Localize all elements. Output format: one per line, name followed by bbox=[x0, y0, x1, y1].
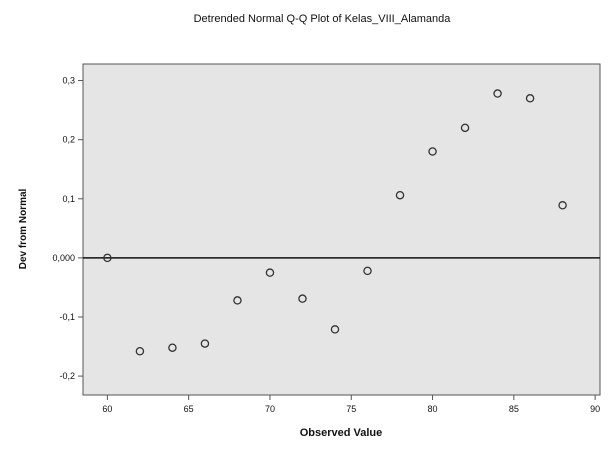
x-axis-label: Observed Value bbox=[300, 427, 383, 439]
data-point bbox=[298, 294, 307, 303]
x-tick-label: 65 bbox=[184, 404, 194, 414]
x-tick-label: 60 bbox=[102, 404, 112, 414]
x-tick-label: 85 bbox=[509, 404, 519, 414]
data-point bbox=[460, 123, 470, 133]
data-point bbox=[395, 190, 405, 200]
data-point bbox=[233, 296, 242, 305]
data-point bbox=[103, 253, 112, 263]
y-tick-label: 0,1 bbox=[62, 194, 75, 204]
data-point bbox=[558, 201, 567, 210]
plot-area bbox=[82, 63, 601, 396]
data-point bbox=[135, 347, 145, 356]
data-point bbox=[493, 89, 502, 98]
y-tick-label: 0,2 bbox=[62, 135, 75, 145]
data-points bbox=[103, 89, 567, 356]
x-tick-label: 90 bbox=[590, 404, 600, 414]
y-axis-label: Dev from Normal bbox=[18, 188, 29, 269]
y-tick-label: 0,3 bbox=[62, 76, 75, 86]
y-axis: 0,3 0,2 0,1 0,000 -0,1 -0,2 bbox=[52, 76, 83, 381]
chart-title: Detrended Normal Q-Q Plot of Kelas_VIII_… bbox=[194, 13, 452, 25]
x-tick-label: 70 bbox=[265, 404, 275, 414]
x-tick-label: 80 bbox=[428, 404, 438, 414]
data-point bbox=[525, 94, 535, 103]
y-tick-label: -0,1 bbox=[59, 312, 75, 322]
data-point bbox=[200, 339, 210, 348]
y-tick-label: 0,000 bbox=[52, 253, 75, 263]
data-point bbox=[265, 268, 275, 277]
data-point bbox=[330, 325, 340, 334]
data-point bbox=[428, 147, 437, 156]
data-point bbox=[363, 266, 372, 276]
x-axis: 60 65 70 75 80 85 90 bbox=[102, 395, 600, 414]
y-tick-label: -0,2 bbox=[59, 371, 75, 381]
data-point bbox=[168, 343, 177, 352]
x-tick-label: 75 bbox=[346, 404, 356, 414]
